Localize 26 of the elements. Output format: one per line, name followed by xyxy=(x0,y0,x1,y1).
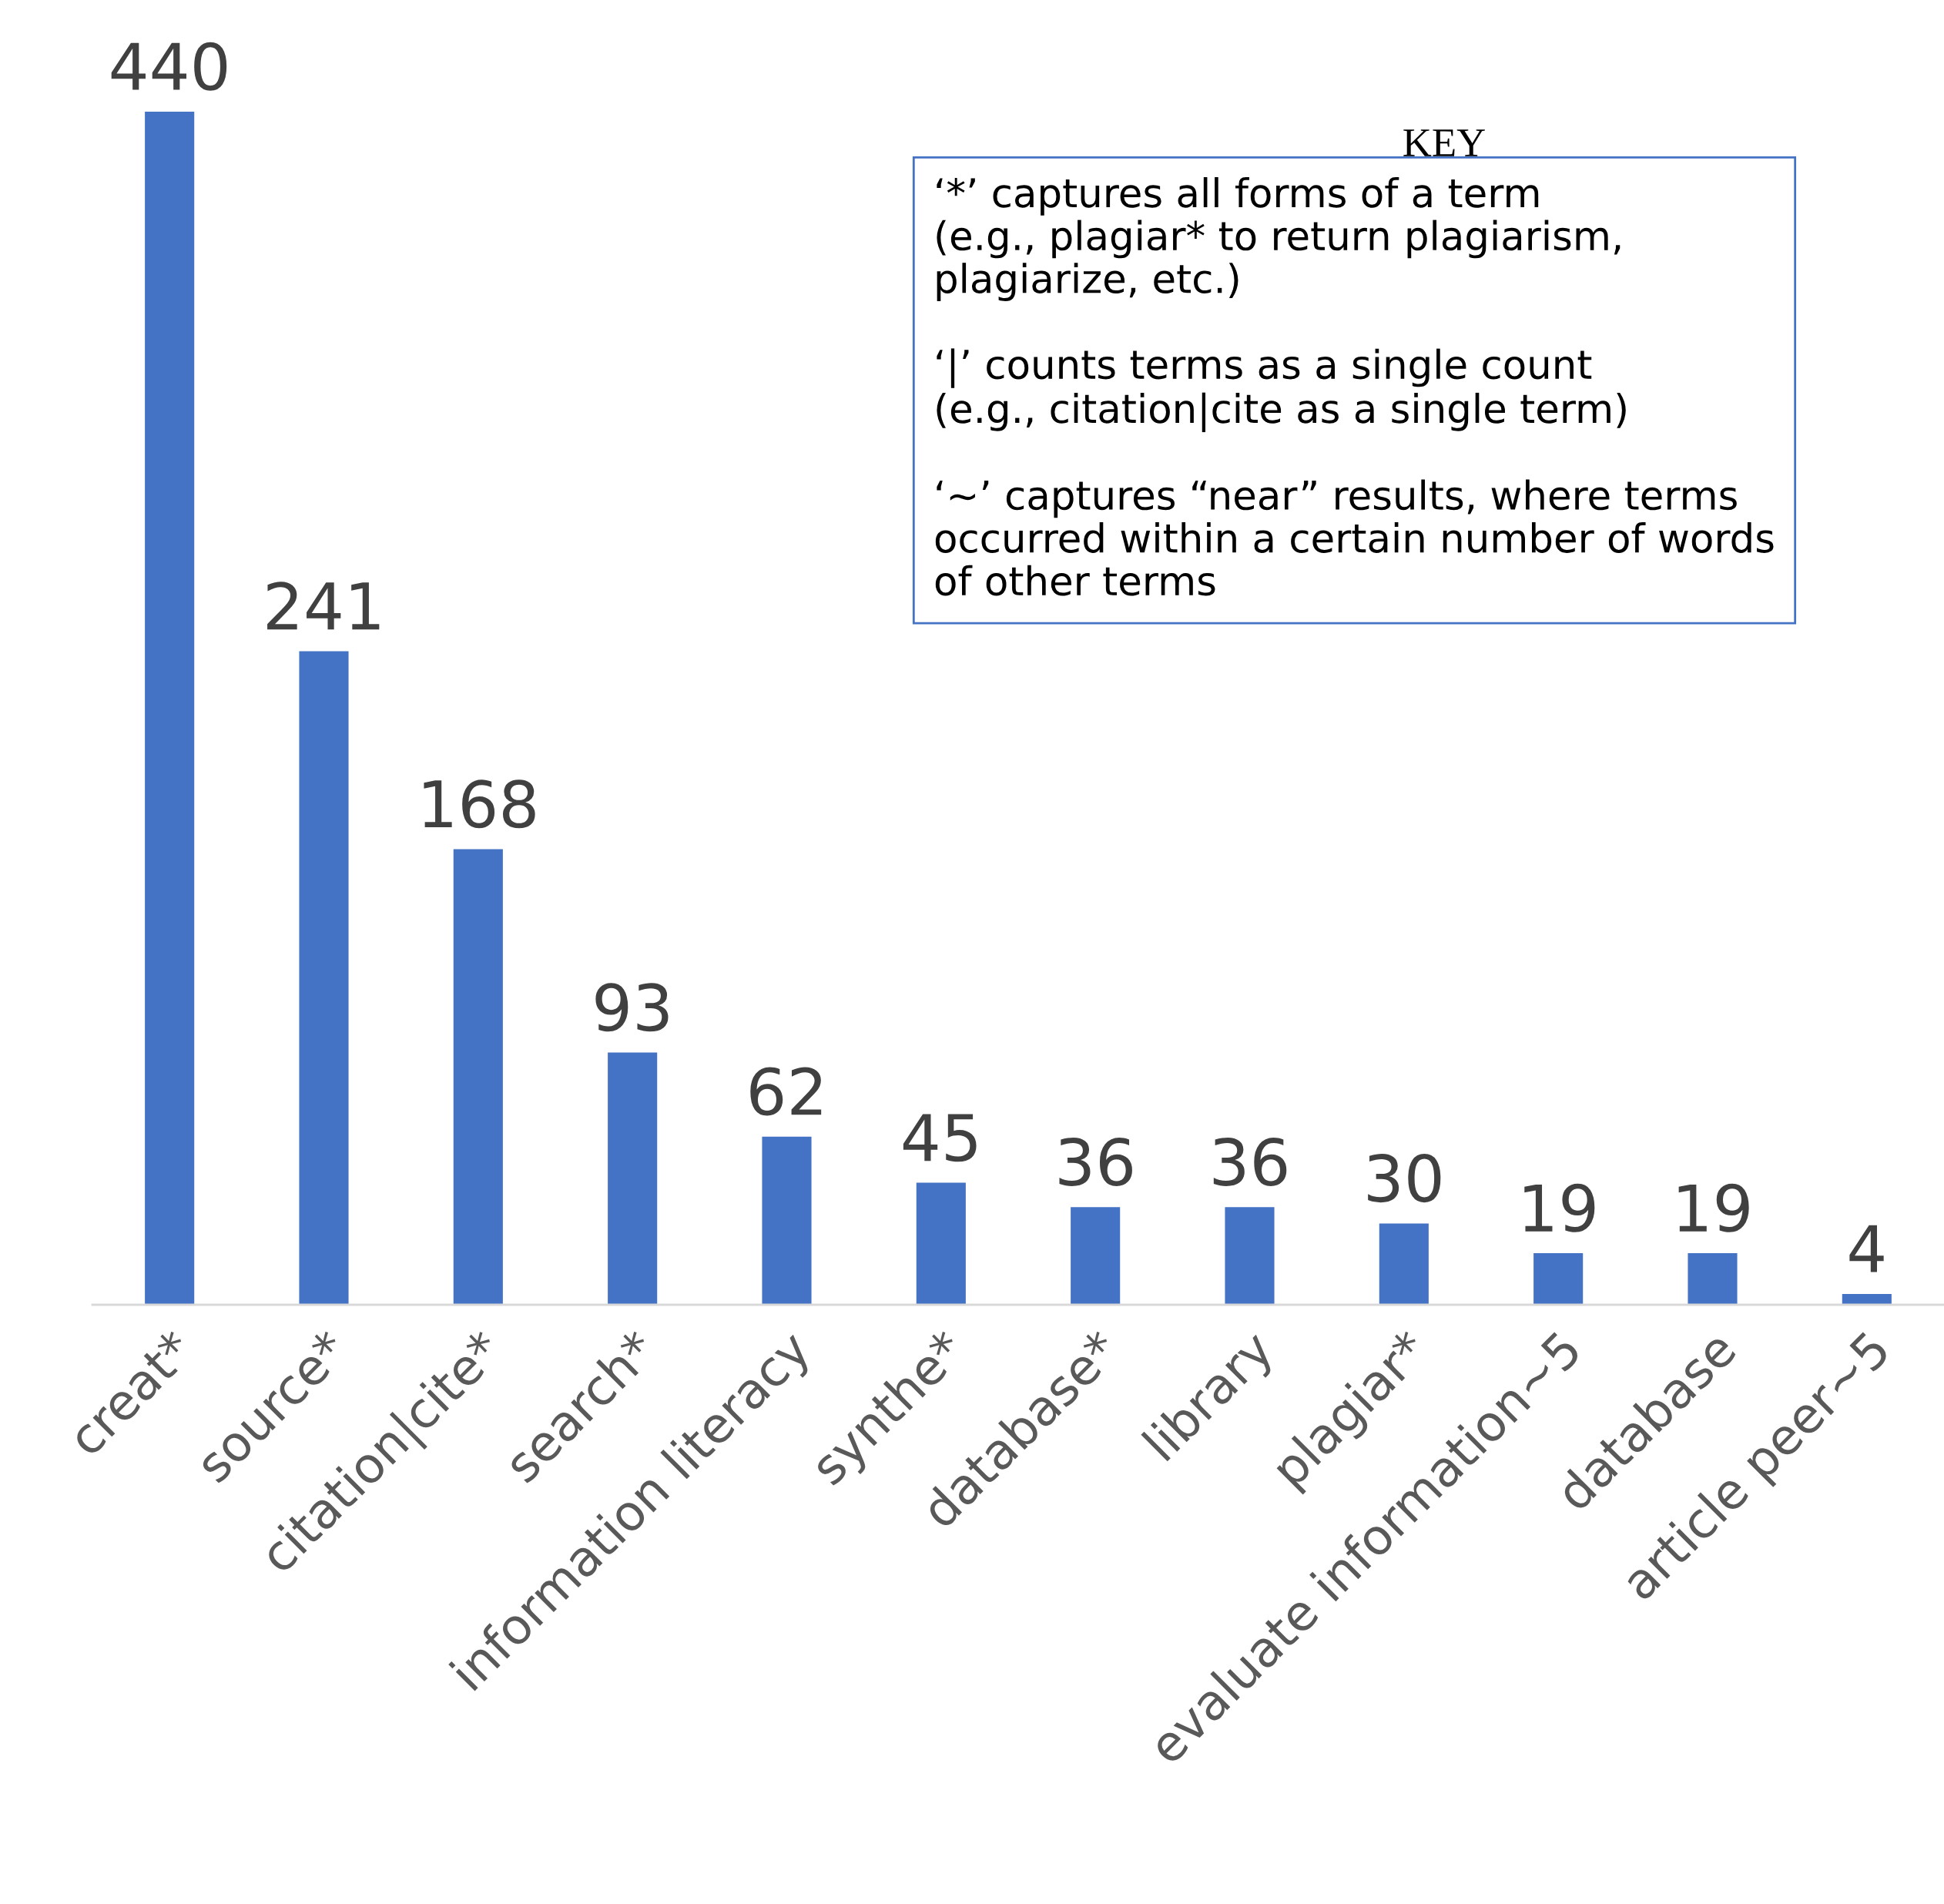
bar xyxy=(1842,1293,1892,1305)
bar xyxy=(1533,1253,1584,1305)
data-label: 36 xyxy=(1059,1137,1132,1187)
annotation: KEY xyxy=(1403,129,1485,156)
data-label: 241 xyxy=(267,582,380,630)
bar xyxy=(916,1182,966,1305)
data-label: 62 xyxy=(750,1067,822,1116)
data-label: 19 xyxy=(1524,1183,1595,1232)
data-label: 4 xyxy=(1849,1225,1884,1272)
data-label: 36 xyxy=(1213,1137,1287,1187)
data-label: 30 xyxy=(1368,1154,1441,1203)
data-label: 440 xyxy=(111,42,227,91)
bar xyxy=(608,1052,658,1305)
data-label: 45 xyxy=(903,1114,977,1162)
bar xyxy=(762,1136,812,1305)
data-label: 168 xyxy=(424,779,535,829)
bar xyxy=(1071,1207,1121,1305)
bar xyxy=(145,112,195,1305)
bar xyxy=(453,849,503,1305)
text: ‘*’ captures all forms of a term (e.g., plagiar* to return plagiarism, plagiarize, etc.) ‘|’ counts terms as a single count (e.g., citation|cite as a single term) ‘~’ captures “near” results, where terms occurred within a certain number of words of other terms xyxy=(935,177,1774,596)
bar xyxy=(1379,1223,1429,1305)
data-label: 93 xyxy=(595,983,669,1032)
bar xyxy=(1225,1207,1275,1305)
data-label: 19 xyxy=(1678,1183,1749,1232)
bar xyxy=(299,651,349,1305)
bar xyxy=(1688,1253,1738,1305)
